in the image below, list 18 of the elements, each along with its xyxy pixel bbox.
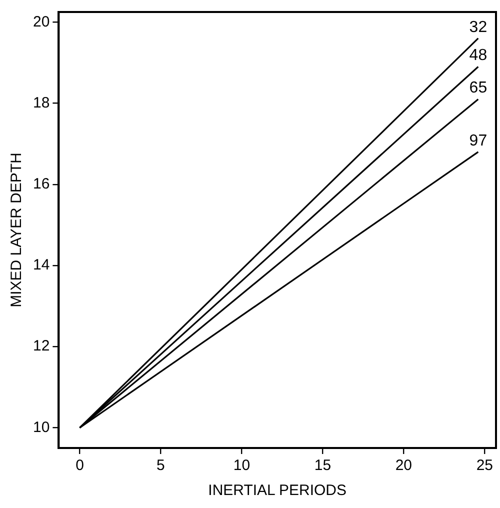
y-axis-title: MIXED LAYER DEPTH	[8, 152, 26, 308]
x-tick-label: 15	[314, 457, 332, 474]
y-tick-label: 12	[32, 338, 50, 355]
x-tick-label: 20	[395, 457, 412, 474]
x-tick-label: 0	[76, 457, 84, 474]
series-label: 32	[469, 18, 488, 36]
y-tick-label: 10	[32, 418, 50, 436]
series-label: 48	[469, 47, 488, 64]
x-tick-label: 10	[233, 457, 250, 474]
x-tick-label: 5	[156, 457, 165, 474]
series-label: 97	[469, 132, 488, 150]
y-tick-label: 14	[32, 256, 50, 274]
y-tick-label: 16	[32, 176, 50, 193]
series-label: 65	[469, 80, 488, 97]
y-tick-label: 18	[32, 94, 50, 112]
y-tick-label: 20	[32, 13, 50, 30]
x-axis-title: INERTIAL PERIODS	[208, 482, 347, 500]
x-tick-label: 25	[476, 457, 494, 474]
